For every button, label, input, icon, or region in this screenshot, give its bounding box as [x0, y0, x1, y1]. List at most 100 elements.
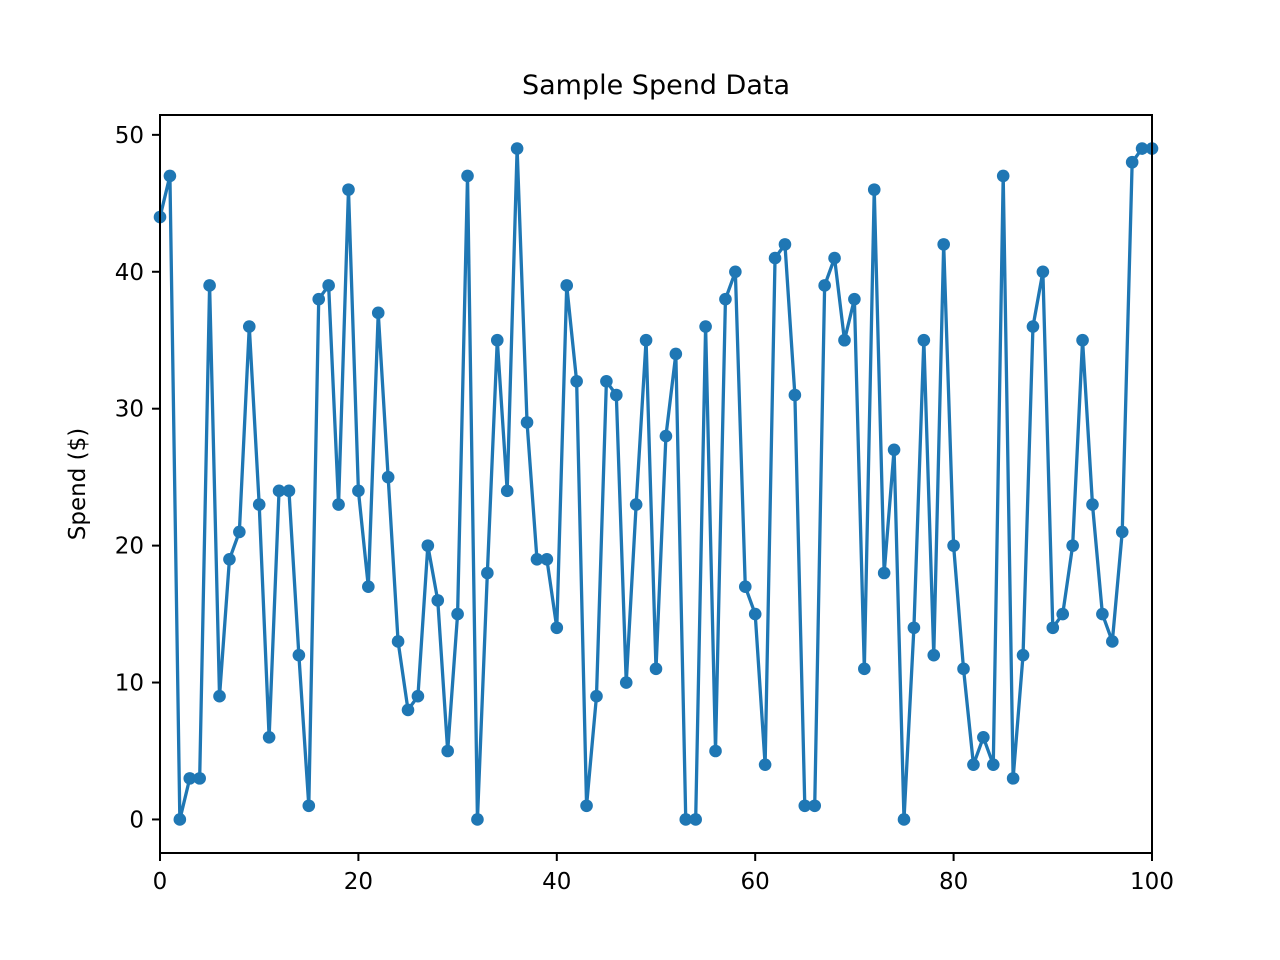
data-point-marker [471, 813, 484, 826]
y-tick-label: 0 [129, 807, 144, 833]
data-point-marker [877, 566, 891, 580]
data-point-marker [887, 443, 901, 457]
chart-title: Sample Spend Data [521, 70, 790, 101]
data-point-marker [510, 142, 524, 155]
data-point-marker [848, 292, 861, 306]
data-point-marker [1076, 333, 1089, 347]
x-tick-label: 20 [344, 869, 373, 895]
data-point-marker [917, 333, 931, 347]
data-point-marker [570, 375, 583, 388]
data-point-marker [312, 292, 326, 306]
y-tick-label: 10 [115, 671, 144, 697]
x-tick-label: 80 [939, 869, 968, 895]
data-point-marker [540, 553, 554, 566]
spend-line [158, 146, 1154, 822]
data-point-marker [1016, 648, 1030, 662]
data-point-marker [768, 251, 782, 265]
data-point-marker [659, 429, 673, 443]
data-point-marker [342, 183, 355, 196]
data-point-marker [461, 169, 474, 183]
y-tick-label: 50 [115, 123, 144, 149]
data-point-marker [411, 689, 425, 703]
data-point-marker [520, 416, 534, 429]
y-tick-label: 20 [115, 534, 144, 560]
data-point-marker [560, 279, 574, 292]
data-point-marker [421, 539, 435, 552]
data-point-marker [610, 388, 623, 402]
data-point-marker [1026, 320, 1040, 333]
data-point-marker [371, 306, 385, 320]
data-point-marker [867, 183, 881, 196]
y-axis-label: Spend ($) [65, 427, 91, 541]
data-point-marker [481, 566, 494, 580]
data-point-marker [272, 484, 286, 498]
data-point-marker [1006, 772, 1020, 785]
data-point-marker [778, 238, 792, 251]
data-point-marker [233, 525, 246, 539]
data-point-marker [748, 607, 762, 621]
data-point-marker [362, 580, 375, 593]
data-point-marker [1036, 265, 1050, 279]
data-point-marker [738, 580, 752, 593]
x-tick-label: 0 [153, 869, 168, 895]
data-point-marker [639, 333, 653, 347]
data-point-marker [183, 772, 197, 785]
data-point-marker [649, 662, 663, 676]
data-point-marker [699, 320, 712, 333]
data-point-marker [1056, 607, 1070, 621]
data-point-marker [689, 813, 702, 826]
data-point-marker [1066, 539, 1079, 552]
data-point-marker [967, 758, 980, 771]
data-point-marker [927, 648, 941, 662]
data-point-marker [758, 758, 772, 771]
data-point-marker [292, 648, 306, 662]
data-point-marker [173, 813, 187, 826]
data-point-marker [709, 744, 722, 758]
data-point-marker [431, 594, 445, 607]
y-tick-label: 30 [115, 397, 144, 423]
x-tick-label: 100 [1130, 869, 1174, 895]
data-point-marker [1046, 621, 1060, 635]
data-point-marker [838, 333, 851, 347]
data-point-marker [977, 731, 990, 744]
data-point-marker [302, 799, 316, 813]
data-point-marker [381, 470, 395, 484]
data-point-marker [252, 498, 266, 511]
data-point-marker [907, 621, 921, 635]
data-point-marker [590, 689, 603, 703]
data-point-marker [1096, 607, 1109, 621]
data-point-marker [203, 279, 216, 292]
data-point-marker [451, 607, 464, 621]
data-point-marker [798, 799, 812, 813]
data-point-marker [1125, 155, 1139, 169]
data-point-marker [401, 703, 415, 717]
data-point-marker [996, 169, 1010, 183]
data-point-marker [262, 731, 276, 744]
data-point-marker [788, 388, 802, 402]
data-point-marker [1106, 635, 1119, 648]
data-point-marker [282, 484, 296, 498]
data-point-marker [808, 799, 822, 813]
data-point-marker [223, 553, 236, 566]
data-point-marker [629, 498, 643, 511]
data-point-marker [828, 251, 841, 265]
data-point-marker [322, 279, 335, 292]
data-point-marker [1115, 525, 1129, 539]
data-point-marker [619, 676, 633, 689]
data-point-marker [986, 758, 1000, 771]
data-point-marker [669, 347, 683, 361]
data-point-marker [441, 744, 454, 758]
x-tick-label: 40 [542, 869, 571, 895]
data-point-marker [500, 484, 514, 498]
data-point-marker [937, 238, 950, 251]
data-point-marker [490, 333, 504, 347]
axes-frame [159, 114, 1153, 854]
data-point-marker [580, 799, 593, 813]
data-point-marker [947, 539, 960, 552]
data-point-marker [163, 169, 177, 183]
data-point-marker [550, 621, 564, 635]
data-point-marker [719, 292, 732, 306]
data-point-marker [530, 553, 544, 566]
